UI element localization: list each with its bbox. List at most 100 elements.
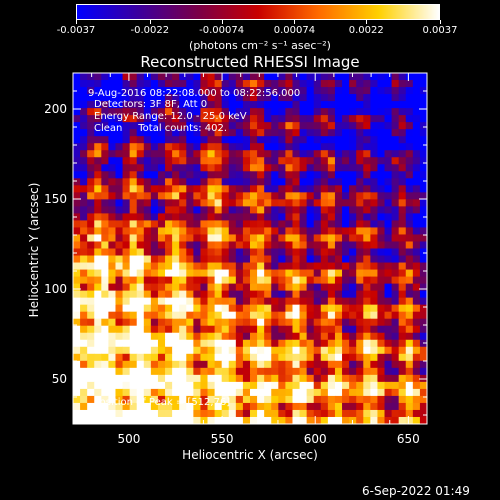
heatmap-cell: [122, 318, 131, 327]
heatmap-cell: [143, 157, 152, 165]
heatmap-cell: [136, 234, 145, 242]
heatmap-cell: [384, 381, 393, 390]
heatmap-cell: [264, 101, 272, 109]
heatmap-cell: [143, 185, 152, 193]
heatmap-cell: [157, 157, 166, 165]
heatmap-cell: [342, 367, 350, 376]
heatmap-cell: [334, 304, 343, 313]
heatmap-cell: [391, 276, 400, 285]
heatmap-cell: [320, 388, 329, 397]
heatmap-cell: [285, 80, 293, 88]
heatmap-cell: [257, 220, 265, 228]
heatmap-cell: [292, 199, 301, 207]
heatmap-cell: [370, 115, 378, 123]
heatmap-cell: [370, 150, 378, 158]
heatmap-cell: [306, 206, 315, 214]
heatmap-cell: [200, 297, 209, 306]
heatmap-cell: [136, 339, 145, 348]
heatmap-cell: [349, 164, 357, 172]
heatmap-cell: [257, 374, 265, 383]
heatmap-cell: [306, 318, 315, 327]
heatmap-cell: [257, 129, 265, 137]
heatmap-cell: [363, 262, 371, 271]
heatmap-cell: [419, 304, 428, 313]
heatmap-cell: [419, 283, 428, 292]
heatmap-cell: [165, 73, 173, 81]
heatmap-cell: [356, 73, 364, 81]
heatmap-cell: [271, 248, 279, 257]
heatmap-cell: [405, 150, 414, 158]
heatmap-cell: [200, 311, 209, 320]
heatmap-cell: [342, 122, 350, 130]
heatmap-cell: [306, 325, 315, 334]
heatmap-cell: [299, 269, 308, 278]
heatmap-cell: [242, 157, 251, 165]
heatmap-cell: [122, 192, 131, 200]
heatmap-cell: [94, 73, 102, 81]
heatmap-cell: [264, 171, 272, 179]
heatmap-cell: [242, 332, 251, 341]
heatmap-cell: [207, 290, 216, 299]
heatmap-cell: [327, 304, 336, 313]
heatmap-cell: [122, 297, 131, 306]
heatmap-cell: [150, 108, 159, 116]
heatmap-cell: [172, 360, 180, 369]
heatmap-cell: [306, 367, 315, 376]
heatmap-cell: [207, 255, 216, 264]
heatmap-cell: [278, 402, 286, 411]
heatmap-cell: [221, 262, 230, 271]
heatmap-cell: [257, 108, 265, 116]
heatmap-cell: [412, 325, 421, 334]
heatmap-cell: [122, 262, 131, 271]
heatmap-cell: [419, 311, 428, 320]
heatmap-cell: [306, 353, 315, 362]
heatmap-cell: [108, 416, 116, 425]
heatmap-cell: [306, 290, 315, 299]
heatmap-cell: [384, 367, 393, 376]
heatmap-cell: [94, 157, 102, 165]
heatmap-cell: [377, 304, 386, 313]
heatmap-cell: [235, 297, 244, 306]
heatmap-cell: [172, 129, 180, 137]
heatmap-cell: [186, 192, 194, 200]
heatmap-cell: [257, 262, 265, 271]
heatmap-cell: [87, 199, 95, 207]
heatmap-cell: [419, 297, 428, 306]
heatmap-cell: [108, 353, 116, 362]
heatmap-cell: [271, 80, 279, 88]
heatmap-cell: [73, 367, 81, 376]
heatmap-cell: [207, 94, 216, 102]
heatmap-cell: [129, 381, 138, 390]
heatmap-cell: [108, 157, 116, 165]
timestamp: 6-Sep-2022 01:49: [362, 484, 470, 498]
heatmap-cell: [405, 185, 414, 193]
heatmap-cell: [193, 157, 201, 165]
heatmap-cell: [419, 150, 428, 158]
heatmap-cell: [384, 248, 393, 257]
heatmap-cell: [405, 136, 414, 144]
heatmap-cell: [129, 150, 138, 158]
heatmap-cell: [271, 283, 279, 292]
heatmap-cell: [179, 332, 187, 341]
heatmap-cell: [87, 143, 95, 151]
heatmap-cell: [115, 80, 124, 88]
heatmap-cell: [179, 381, 187, 390]
heatmap-cell: [150, 332, 159, 341]
heatmap-cell: [370, 178, 378, 186]
heatmap-cell: [299, 220, 308, 228]
heatmap-cell: [398, 178, 407, 186]
heatmap-cell: [405, 115, 414, 123]
heatmap-cell: [165, 339, 173, 348]
heatmap-cell: [207, 276, 216, 285]
heatmap-cell: [419, 171, 428, 179]
heatmap-cell: [235, 94, 244, 102]
heatmap-cell: [242, 283, 251, 292]
heatmap-cell: [257, 409, 265, 418]
heatmap-cell: [363, 171, 371, 179]
heatmap-cell: [334, 73, 343, 81]
heatmap-cell: [101, 185, 109, 193]
heatmap-cell: [214, 339, 223, 348]
heatmap-cell: [129, 171, 138, 179]
heatmap-cell: [363, 297, 371, 306]
heatmap-cell: [179, 115, 187, 123]
